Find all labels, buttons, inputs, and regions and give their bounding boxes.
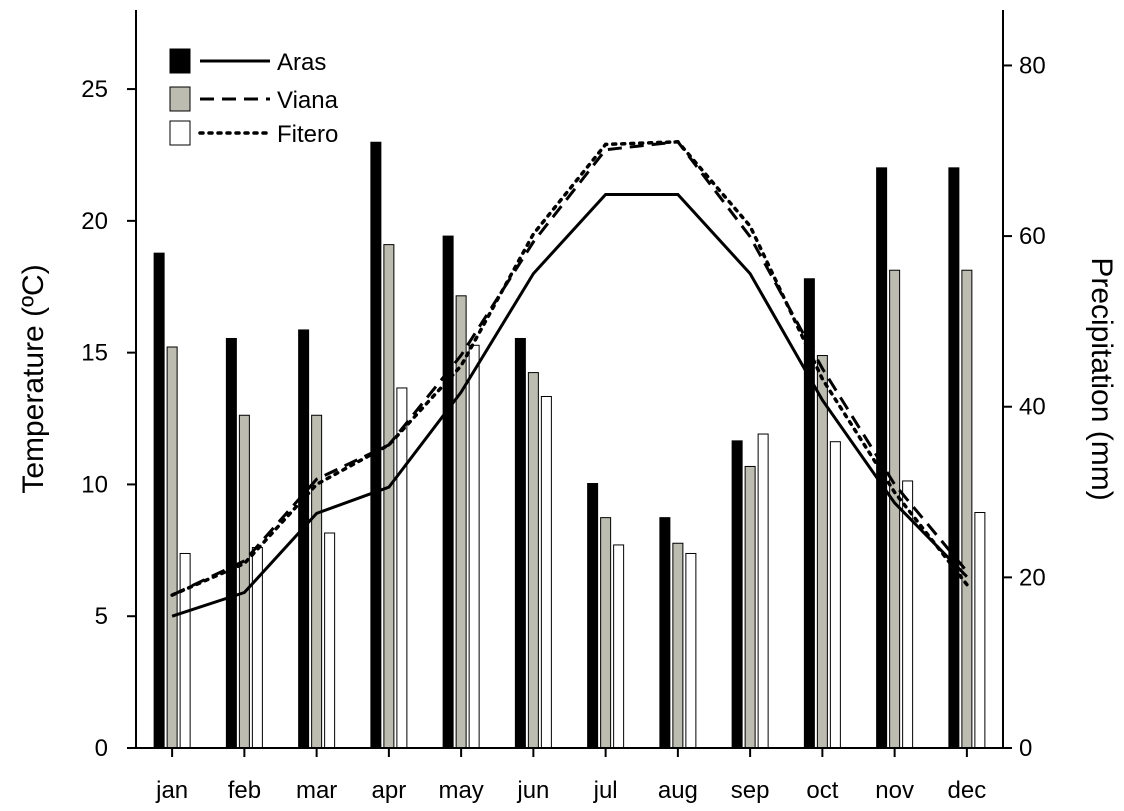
precip-bar-fitero-apr <box>396 387 408 749</box>
x-tick-label: aug <box>658 777 698 804</box>
left-tick-label: 10 <box>81 471 108 498</box>
precip-bar-aras-apr <box>370 141 382 749</box>
precip-bar-aras-sep <box>731 440 743 749</box>
left-tick-label: 5 <box>95 603 108 630</box>
precip-bar-viana-jun <box>527 372 539 749</box>
legend-swatch-aras <box>169 48 191 74</box>
precip-bar-viana-sep <box>744 465 756 749</box>
precip-bar-aras-feb <box>225 337 237 749</box>
precip-bar-aras-dec <box>948 167 960 749</box>
legend-swatch-viana <box>169 86 191 112</box>
precip-bar-fitero-jul <box>613 544 625 749</box>
left-tick-label: 20 <box>81 208 108 235</box>
precip-bar-fitero-aug <box>685 552 697 749</box>
left-tick-label: 25 <box>81 76 108 103</box>
precip-bar-viana-aug <box>672 542 684 749</box>
x-tick-label: apr <box>372 777 407 804</box>
legend-label-aras: Aras <box>277 49 326 76</box>
precip-bar-aras-may <box>442 235 454 749</box>
right-tick-label: 0 <box>1019 735 1032 762</box>
precip-bar-viana-mar <box>311 414 323 749</box>
y-right-axis-title: Precipitation (mm) <box>1085 257 1118 500</box>
precip-bar-aras-aug <box>659 517 671 749</box>
right-tick-label: 20 <box>1019 564 1046 591</box>
legend-label-fitero: Fitero <box>277 121 338 148</box>
precip-bar-viana-jan <box>166 346 178 749</box>
x-tick-label: mar <box>296 777 337 804</box>
x-tick-label: nov <box>875 777 914 804</box>
precip-bar-viana-apr <box>383 244 395 749</box>
right-tick-label: 40 <box>1019 394 1046 421</box>
precip-bar-fitero-jan <box>179 552 191 749</box>
x-tick-label: jan <box>155 777 188 804</box>
precip-bar-aras-jan <box>153 252 165 749</box>
precip-bar-fitero-sep <box>757 433 769 749</box>
left-tick-label: 15 <box>81 340 108 367</box>
x-tick-label: jul <box>593 777 618 804</box>
precip-bar-fitero-may <box>468 344 480 749</box>
temp-line-viana <box>171 140 969 597</box>
y-left-axis-title: Temperature (ºC) <box>17 264 50 493</box>
legend-label-viana: Viana <box>277 87 339 114</box>
legend-swatch-fitero <box>169 120 191 146</box>
precip-bar-viana-dec <box>961 269 973 749</box>
precip-bar-fitero-mar <box>324 532 336 749</box>
x-tick-label: oct <box>806 777 838 804</box>
precip-bar-aras-mar <box>298 329 310 749</box>
x-tick-label: dec <box>948 777 987 804</box>
right-tick-label: 80 <box>1019 52 1046 79</box>
precip-bar-aras-jun <box>514 337 526 749</box>
x-tick-label: jun <box>516 777 549 804</box>
precipitation-bars <box>153 141 986 749</box>
temp-line-aras <box>171 193 968 618</box>
right-tick-label: 60 <box>1019 223 1046 250</box>
x-tick-label: sep <box>731 777 770 804</box>
precip-bar-viana-jul <box>600 517 612 749</box>
left-tick-label: 0 <box>95 735 108 762</box>
precip-bar-aras-jul <box>587 483 599 749</box>
x-tick-label: feb <box>228 777 261 804</box>
temp-line-fitero <box>170 140 969 597</box>
precip-bar-viana-nov <box>889 269 901 749</box>
precip-bar-fitero-dec <box>974 512 986 749</box>
temperature-lines <box>170 140 969 618</box>
precip-bar-fitero-jun <box>540 395 552 749</box>
axes: 0 5 10 15 20 25 0 20 40 60 80 jan feb mar apr may jun jul… <box>17 10 1118 804</box>
precip-bar-viana-feb <box>238 414 250 749</box>
precip-bar-viana-oct <box>816 355 828 749</box>
x-tick-label: may <box>438 777 483 804</box>
legend: Aras Viana Fitero <box>169 48 339 148</box>
precip-bar-fitero-oct <box>829 441 841 749</box>
